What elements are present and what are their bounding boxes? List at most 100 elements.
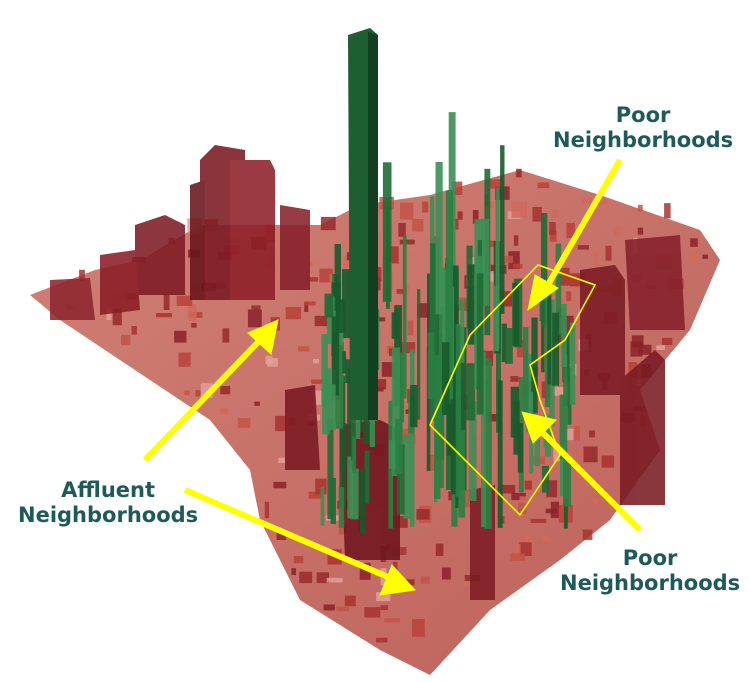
poor-tower (569, 322, 576, 405)
poor-tower (328, 384, 336, 431)
poor-tower (342, 351, 347, 374)
small-building (518, 502, 527, 514)
poor-tower (481, 351, 486, 528)
small-building (187, 304, 197, 321)
small-building (537, 182, 550, 189)
poor-tower (324, 368, 332, 404)
small-building (275, 415, 286, 432)
small-building (518, 302, 530, 309)
poor-tower (410, 385, 418, 428)
small-building (372, 379, 387, 390)
poor-tower (364, 450, 370, 504)
poor-tower (334, 244, 341, 311)
small-building (278, 457, 288, 463)
small-building (273, 481, 287, 489)
small-building (631, 335, 644, 348)
small-building (412, 619, 425, 637)
arrow-affluent-lower (183, 487, 397, 583)
poor-tower (468, 401, 477, 501)
small-building (326, 577, 343, 583)
small-building (396, 289, 407, 294)
small-building (399, 239, 415, 245)
small-building (163, 293, 170, 310)
poor-tower (397, 444, 405, 515)
small-building (422, 201, 429, 213)
small-building (247, 309, 262, 328)
poor-tower (480, 218, 490, 306)
small-building (551, 387, 565, 396)
label-affluent: Affluent Neighborhoods (18, 478, 198, 528)
poor-tower (402, 235, 407, 399)
poor-tower (559, 394, 568, 460)
poor-tower (324, 293, 334, 318)
small-building (191, 322, 197, 328)
small-building (176, 295, 193, 306)
small-building (582, 198, 593, 205)
small-building (530, 518, 547, 523)
small-building (311, 379, 326, 384)
small-building (605, 245, 612, 261)
label-poor-top: Poor Neighborhoods (553, 103, 733, 153)
poor-tower (321, 334, 328, 406)
poor-tower (350, 468, 359, 520)
small-building (442, 567, 451, 580)
poor-tower (347, 456, 354, 519)
small-building (308, 491, 324, 499)
poor-tower (455, 324, 462, 497)
small-building (550, 501, 559, 518)
poor-tower (403, 434, 411, 519)
small-building (656, 345, 665, 350)
small-building (174, 330, 187, 343)
poor-tower (435, 162, 443, 315)
small-building (344, 595, 356, 607)
poor-tower (541, 284, 545, 373)
small-building (546, 480, 558, 498)
small-building (518, 542, 532, 556)
poor-tower (517, 423, 523, 473)
small-building (702, 254, 708, 259)
small-building (393, 547, 407, 555)
small-building (293, 556, 304, 564)
poor-tower (560, 457, 565, 497)
poor-tower (442, 342, 450, 415)
small-building (549, 222, 556, 235)
small-building (156, 313, 172, 318)
poor-tower (567, 367, 572, 425)
poor-tower (360, 469, 366, 533)
poor-tower (442, 267, 446, 411)
small-building (220, 386, 231, 395)
small-building (254, 401, 260, 406)
label-poor-top-line2: Neighborhoods (553, 128, 734, 152)
annotation-arrows (142, 158, 643, 596)
small-building (501, 255, 513, 264)
poor-tower (541, 213, 548, 328)
small-building (380, 605, 388, 611)
small-building (401, 342, 416, 354)
poor-tower (410, 349, 415, 527)
poor-tower (555, 243, 562, 335)
small-building (566, 222, 575, 238)
small-building (517, 340, 525, 358)
small-building (589, 430, 595, 438)
poor-tower (434, 354, 441, 499)
small-building (178, 352, 191, 367)
small-building (599, 198, 609, 205)
small-building (423, 618, 428, 627)
small-building (276, 532, 287, 540)
small-building (519, 496, 527, 504)
small-building (338, 525, 347, 535)
small-building (499, 484, 516, 494)
small-building (593, 497, 598, 505)
small-building (510, 553, 525, 561)
small-building (291, 568, 297, 576)
small-building (304, 301, 316, 306)
small-building (251, 305, 261, 310)
poor-tower (342, 269, 351, 339)
poor-tower (467, 264, 477, 345)
poor-tower (458, 429, 466, 518)
small-building (463, 581, 475, 586)
small-building (559, 267, 570, 286)
small-building (384, 618, 400, 623)
label-affluent-line1: Affluent (61, 478, 156, 502)
